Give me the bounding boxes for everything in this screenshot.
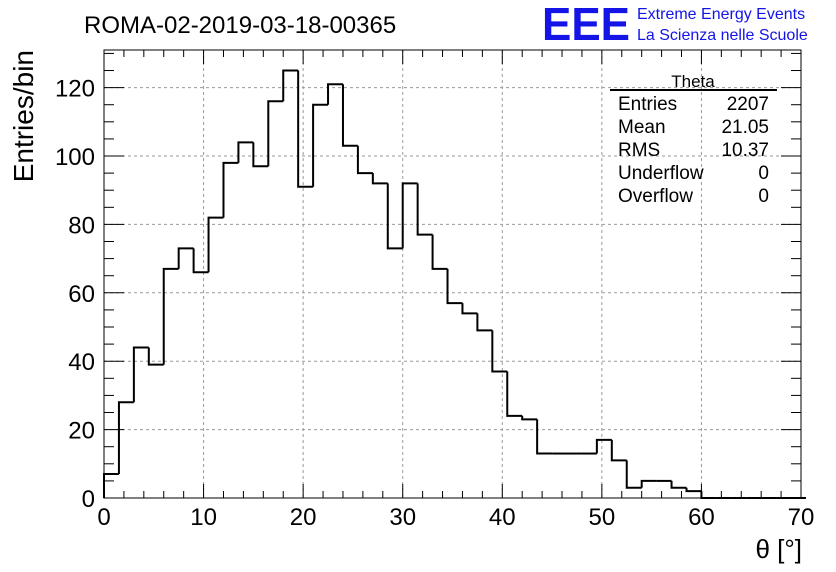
eee-logo: EEE Extreme Energy Events La Scienza nel… bbox=[542, 0, 808, 50]
stats-row-value: 10.37 bbox=[721, 140, 769, 161]
stats-row-label: Overflow bbox=[618, 186, 693, 207]
histogram-bin bbox=[177, 247, 194, 269]
stats-row-label: Mean bbox=[618, 117, 666, 138]
histogram-bin bbox=[371, 173, 388, 185]
eee-logo-line2: La Scienza nelle Scuole bbox=[637, 27, 808, 44]
eee-logo-line1: Extreme Energy Events bbox=[637, 6, 805, 23]
stats-box: Theta Entries 2207 Mean 21.05 RMS 10.37 Underf… bbox=[610, 72, 777, 207]
histogram-bin bbox=[401, 182, 418, 249]
histogram-bin bbox=[700, 491, 717, 499]
x-tick-label: 30 bbox=[389, 504, 416, 531]
histogram-bin bbox=[162, 267, 179, 365]
y-tick-label: 40 bbox=[68, 349, 95, 376]
histogram-bin bbox=[476, 313, 493, 332]
histogram-bars bbox=[103, 69, 806, 499]
histogram-bin bbox=[103, 473, 119, 498]
x-tick-label: 60 bbox=[688, 504, 715, 531]
stats-row-label: RMS bbox=[618, 140, 660, 161]
histogram-bin bbox=[685, 487, 702, 493]
histogram-bin bbox=[536, 419, 553, 455]
histogram-bin bbox=[491, 330, 508, 373]
histogram-bin bbox=[431, 234, 448, 270]
histogram-bin bbox=[640, 479, 657, 488]
histogram-bin bbox=[416, 183, 433, 236]
y-tick-label: 100 bbox=[55, 144, 95, 171]
histogram-bin bbox=[312, 103, 329, 187]
y-axis-label: Entries/bin bbox=[8, 50, 39, 182]
stats-title: Theta bbox=[671, 72, 715, 91]
stats-row-label: Underflow bbox=[618, 163, 704, 184]
histogram-bin bbox=[282, 69, 299, 102]
stats-row-value: 0 bbox=[758, 186, 769, 207]
stats-row-label: Entries bbox=[618, 94, 677, 115]
histogram-bin bbox=[297, 70, 314, 188]
histogram-bin bbox=[341, 84, 358, 147]
histogram-bin bbox=[252, 142, 269, 168]
histogram-bin bbox=[670, 480, 687, 489]
x-tick-labels: 0 10 20 30 40 50 60 70 bbox=[97, 504, 814, 531]
histogram-bin bbox=[147, 347, 164, 366]
y-tick-label: 60 bbox=[68, 281, 95, 308]
histogram-bin bbox=[595, 438, 612, 454]
plot-frame bbox=[103, 49, 802, 499]
x-tick-label: 10 bbox=[190, 504, 217, 531]
x-tick-label: 70 bbox=[788, 504, 815, 531]
histogram-bin bbox=[132, 346, 149, 403]
y-tick-label: 20 bbox=[68, 418, 95, 445]
histogram-bin bbox=[327, 83, 343, 105]
chart-title: ROMA-02-2019-03-18-00365 bbox=[84, 12, 396, 39]
x-tick-label: 20 bbox=[290, 504, 317, 531]
stats-row-value: 2207 bbox=[727, 94, 769, 115]
histogram-bin bbox=[267, 100, 284, 167]
histogram-bin bbox=[625, 460, 642, 489]
histogram-bin bbox=[610, 439, 627, 462]
x-axis-label: θ [°] bbox=[755, 534, 802, 564]
histogram-bin bbox=[521, 415, 538, 421]
y-tick-label: 0 bbox=[82, 486, 95, 513]
histogram-bin bbox=[356, 145, 373, 175]
histogram-bin bbox=[506, 371, 523, 417]
histogram-bin bbox=[192, 248, 209, 274]
x-tick-label: 0 bbox=[97, 504, 110, 531]
stats-row-value: 21.05 bbox=[721, 117, 769, 138]
x-tick-label: 40 bbox=[489, 504, 516, 531]
axis-ticks bbox=[103, 50, 802, 499]
grid-lines bbox=[104, 50, 801, 498]
histogram-bin bbox=[207, 216, 224, 273]
histogram-bin bbox=[461, 303, 478, 315]
histogram-bin bbox=[446, 268, 463, 305]
histogram-bin bbox=[117, 401, 134, 475]
y-tick-label: 120 bbox=[55, 76, 95, 103]
y-tick-labels: 0 20 40 60 80 100 120 bbox=[55, 76, 95, 513]
stats-row-value: 0 bbox=[758, 163, 769, 184]
y-tick-label: 80 bbox=[68, 212, 95, 239]
eee-logo-mark: EEE bbox=[542, 0, 630, 50]
stats-rows: Entries 2207 Mean 21.05 RMS 10.37 Underflow 0 Ov… bbox=[618, 94, 769, 207]
histogram-bin bbox=[386, 183, 403, 250]
histogram-bin bbox=[237, 141, 254, 163]
histogram-bin bbox=[222, 161, 239, 218]
x-tick-label: 50 bbox=[589, 504, 616, 531]
